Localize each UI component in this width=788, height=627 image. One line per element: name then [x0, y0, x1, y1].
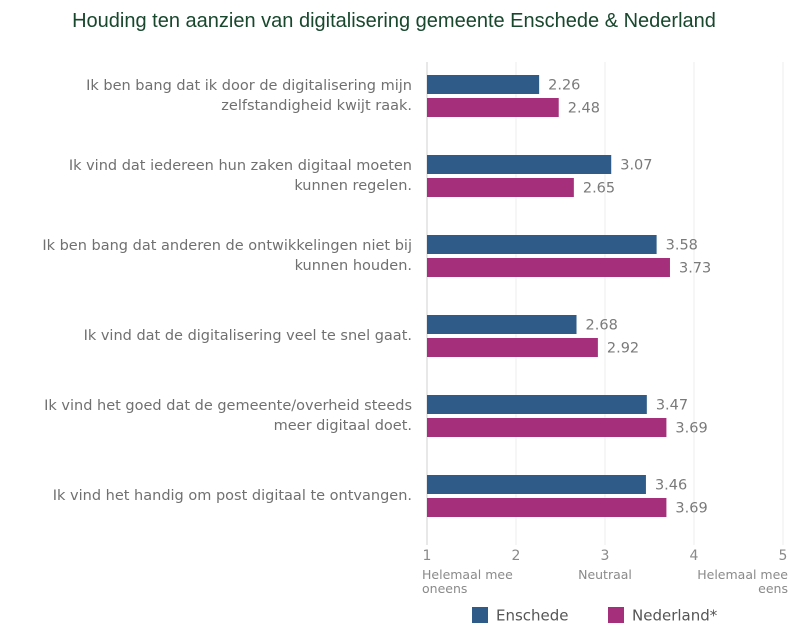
value-label: 3.07 [620, 158, 652, 174]
value-label: 2.65 [583, 181, 615, 197]
scale-label: Neutraal [578, 567, 632, 582]
value-label: 2.68 [586, 318, 618, 334]
value-label: 3.69 [675, 421, 707, 437]
x-tick-label: 3 [601, 548, 610, 564]
bar [427, 258, 670, 277]
category-label: Ik ben bang dat anderen de ontwikkelinge… [42, 238, 412, 274]
value-label: 3.58 [666, 238, 698, 254]
value-label: 3.47 [656, 398, 688, 414]
value-label: 2.26 [548, 78, 580, 94]
x-tick-label: 2 [512, 548, 521, 564]
bar [427, 155, 612, 174]
legend-label: Nederland* [632, 607, 718, 625]
bar [427, 98, 559, 117]
category-label: Ik vind het goed dat de gemeente/overhei… [44, 398, 412, 434]
value-label: 2.48 [568, 101, 600, 117]
legend-label: Enschede [496, 607, 569, 625]
category-label: Ik vind dat iedereen hun zaken digitaal … [68, 158, 412, 194]
bar [427, 315, 577, 334]
category-label: Ik vind het handig om post digitaal te o… [52, 488, 412, 504]
chart-title: Houding ten aanzien van digitalisering g… [72, 10, 716, 32]
bar [427, 418, 667, 437]
bar [427, 475, 646, 494]
value-label: 3.73 [679, 261, 711, 277]
legend-swatch [472, 607, 488, 623]
bar [427, 498, 667, 517]
category-label: Ik vind dat de digitalisering veel te sn… [83, 328, 412, 344]
legend-swatch [608, 607, 624, 623]
bar [427, 338, 598, 357]
scale-label: Helemaal mee oneens [422, 567, 513, 596]
value-label: 3.46 [655, 478, 687, 494]
scale-label: Helemaal mee eens [697, 567, 788, 596]
x-tick-label: 5 [779, 548, 788, 564]
x-tick-label: 1 [423, 548, 432, 564]
bar [427, 75, 540, 94]
value-label: 2.92 [607, 341, 639, 357]
bar [427, 235, 657, 254]
category-label: Ik ben bang dat ik door de digitaliserin… [86, 78, 412, 114]
x-tick-label: 4 [690, 548, 699, 564]
bar [427, 395, 647, 414]
value-label: 3.69 [675, 501, 707, 517]
bar [427, 178, 574, 197]
